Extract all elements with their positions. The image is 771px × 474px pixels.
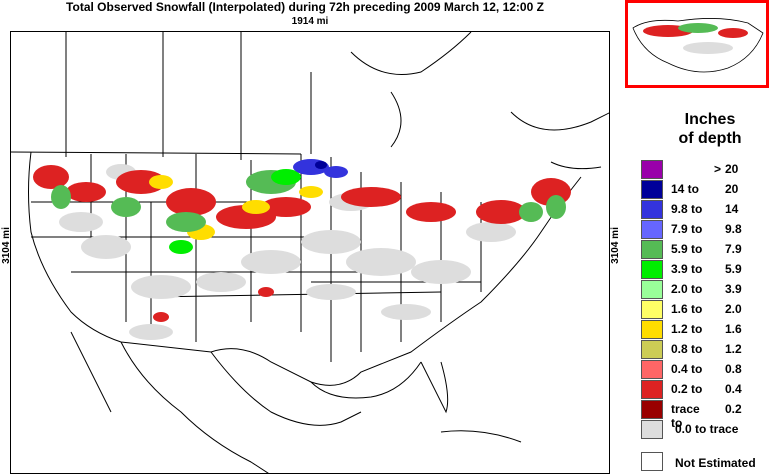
legend-swatch xyxy=(641,300,663,319)
legend-swatch xyxy=(641,220,663,239)
legend-swatch xyxy=(641,200,663,219)
legend-range-to: 1.6 xyxy=(725,322,742,336)
overview-inset-map[interactable] xyxy=(625,0,769,88)
snowfall-map[interactable] xyxy=(10,31,610,474)
legend-range-from: 14 to xyxy=(671,182,700,196)
legend-range-from: 1.2 to xyxy=(671,322,703,336)
legend-range-from: 2.0 to xyxy=(671,282,703,296)
legend-swatch xyxy=(641,452,663,471)
deepest-snow-areas xyxy=(315,161,327,169)
legend-swatch xyxy=(641,280,663,299)
legend-row: 14 to 20 xyxy=(641,180,771,200)
legend-range-from: 1.6 to xyxy=(671,302,703,316)
map-svg xyxy=(11,32,609,473)
legend-row: 5.9 to 7.9 xyxy=(641,240,771,260)
legend-row: trace to 0.2 xyxy=(641,400,771,430)
legend-swatch xyxy=(641,260,663,279)
legend-range-from: 3.9 to xyxy=(671,262,703,276)
light-snow-areas xyxy=(33,165,571,322)
legend-range-to: 1.2 xyxy=(725,342,742,356)
inset-svg xyxy=(632,18,764,73)
legend-swatch xyxy=(641,400,663,419)
legend-range-label: 0.0 to trace xyxy=(675,422,739,436)
legend-swatch xyxy=(641,420,663,439)
legend-swatch xyxy=(641,160,663,179)
legend-row: 9.8 to 14 xyxy=(641,200,771,220)
legend-range-to: 2.0 xyxy=(725,302,742,316)
legend-swatch xyxy=(641,380,663,399)
legend-range-from: 0.8 to xyxy=(671,342,703,356)
legend-row: 2.0 to 3.9 xyxy=(641,280,771,300)
legend-row: 0.4 to 0.8 xyxy=(641,360,771,380)
legend-title-line2: of depth xyxy=(678,130,742,147)
inset-snow-east xyxy=(718,28,748,38)
legend-row: 0.0 to trace xyxy=(641,420,771,440)
moderate-snow-areas xyxy=(149,175,323,240)
legend-range-from: 0.2 to xyxy=(671,382,703,396)
legend-range-from: 0.4 to xyxy=(671,362,703,376)
legend-range-to: 14 xyxy=(725,202,739,216)
map-title: Total Observed Snowfall (Interpolated) d… xyxy=(66,0,544,14)
legend-swatch xyxy=(641,360,663,379)
legend-swatch xyxy=(641,240,663,259)
legend-range-from: 9.8 to xyxy=(671,202,703,216)
legend-swatch xyxy=(641,340,663,359)
trace-areas xyxy=(59,164,516,340)
legend-range-to: 20 xyxy=(725,182,739,196)
legend-row: 7.9 to 9.8 xyxy=(641,220,771,240)
legend-range-to: 0.2 xyxy=(725,402,742,416)
legend-range-from: trace to xyxy=(671,402,700,430)
legend-row: 1.2 to 1.6 xyxy=(641,320,771,340)
legend-range-to: 0.8 xyxy=(725,362,742,376)
legend-range-to: 20 xyxy=(725,162,739,176)
width-distance-label: 1914 mi xyxy=(291,16,329,27)
legend-range-to: 5.9 xyxy=(725,262,742,276)
height-distance-label-right: 3104 mi xyxy=(609,227,621,264)
legend-swatch xyxy=(641,180,663,199)
legend-not-estimated-label: Not Estimated xyxy=(675,456,756,470)
legend-range-from: 5.9 to xyxy=(671,242,703,256)
legend-range-to: 9.8 xyxy=(725,222,742,236)
legend-swatch xyxy=(641,320,663,339)
legend-row: 0.8 to 1.2 xyxy=(641,340,771,360)
legend-row: 1.6 to 2.0 xyxy=(641,300,771,320)
inset-trace xyxy=(683,42,733,54)
legend-range-from: > xyxy=(713,162,721,176)
legend-range-to: 3.9 xyxy=(725,282,742,296)
legend-row: 3.9 to 5.9 xyxy=(641,260,771,280)
legend-range-from: 7.9 to xyxy=(671,222,703,236)
political-boundaries xyxy=(11,32,609,473)
legend-range-to: 7.9 xyxy=(725,242,742,256)
legend-title: Inches of depth xyxy=(650,110,770,148)
legend-title-line1: Inches xyxy=(684,111,736,128)
legend-row: 0.2 to 0.4 xyxy=(641,380,771,400)
legend-range-to: 0.4 xyxy=(725,382,742,396)
very-heavy-snow-areas xyxy=(169,169,301,254)
inset-snow-green xyxy=(678,23,718,33)
legend-row: >20 xyxy=(641,160,771,180)
